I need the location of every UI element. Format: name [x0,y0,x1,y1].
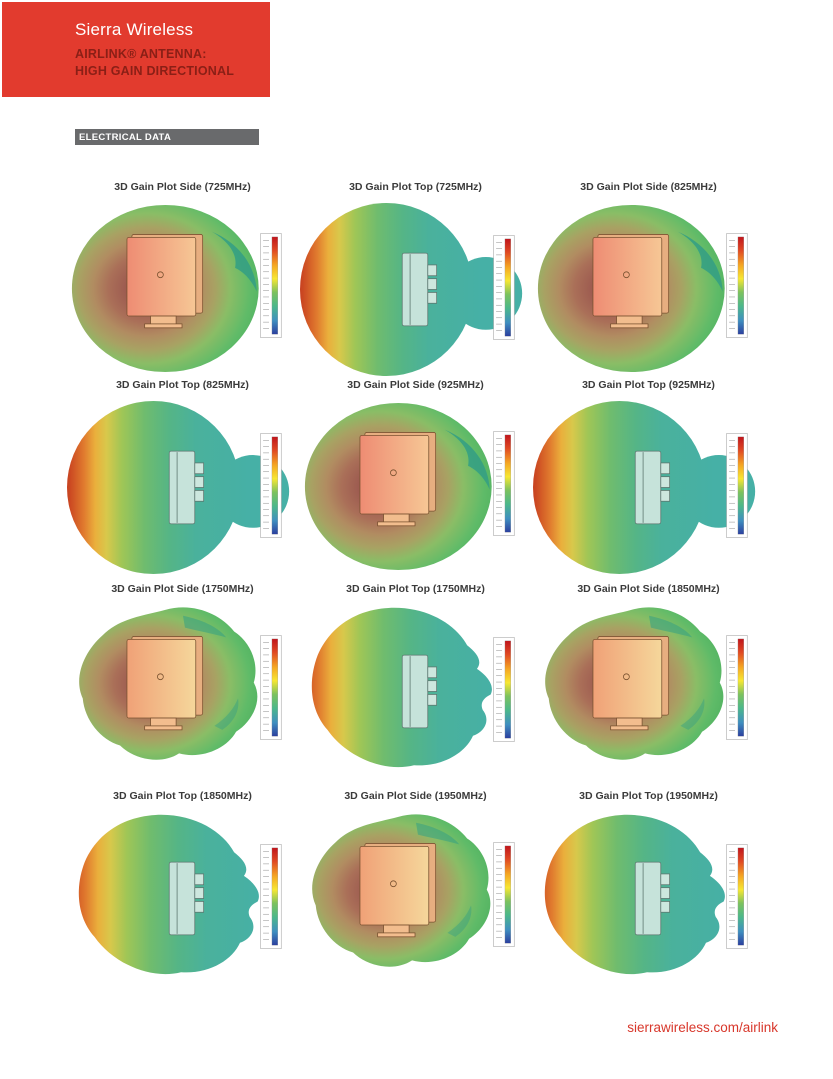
colorbar-legend [260,635,282,741]
colorbar-legend [726,433,748,538]
colorbar-legend [493,431,515,537]
colorbar-legend [726,844,748,949]
antenna-model [592,636,670,731]
radiation-pattern-plot [300,198,531,380]
plot-title: 3D Gain Plot Top (825MHz) [116,379,249,391]
antenna-model [401,654,438,729]
radiation-pattern-plot [533,198,764,380]
antenna-model [126,636,204,731]
colorbar-legend [726,635,748,741]
antenna-model [359,843,437,938]
gain-notch [680,698,705,730]
radiation-pattern-plot [67,600,298,782]
section-label: ELECTRICAL DATA [79,131,172,143]
gain-plot-svg [71,204,282,373]
radiation-pattern-plot [533,396,764,578]
gain-notch [415,822,460,845]
brand-title: Sierra Wireless [75,20,194,39]
antenna-model [168,450,205,525]
gain-plot-svg [545,607,748,760]
gain-plot-svg [78,814,282,975]
gain-plot-figure: 3D Gain Plot Side (1950MHz) [300,789,531,989]
gain-plot-figure: 3D Gain Plot Side (725MHz) [67,180,298,378]
radiation-pattern-plot [533,807,764,989]
antenna-model [359,432,437,527]
colorbar-legend [260,233,282,339]
gain-plot-figure: 3D Gain Plot Side (825MHz) [533,180,764,378]
gain-notch [214,698,239,730]
radiation-pattern-plot [67,396,298,578]
gain-plot-svg [312,814,515,967]
antenna-model [126,234,204,329]
gain-plot-figure: 3D Gain Plot Top (925MHz) [533,378,764,582]
plot-title: 3D Gain Plot Side (725MHz) [114,181,251,193]
gain-plot-grid: 3D Gain Plot Side (725MHz) [67,180,766,989]
plot-title: 3D Gain Plot Top (925MHz) [582,379,715,391]
plot-title: 3D Gain Plot Side (1950MHz) [344,790,487,802]
gain-plot-figure: 3D Gain Plot Top (1750MHz) [300,582,531,789]
gain-plot-figure: 3D Gain Plot Side (925MHz) [300,378,531,582]
plot-title: 3D Gain Plot Side (825MHz) [580,181,717,193]
colorbar-legend [493,842,515,948]
header-banner: Sierra Wireless AIRLINK® ANTENNA: HIGH G… [2,2,270,97]
plot-title: 3D Gain Plot Top (1850MHz) [113,790,252,802]
product-subtitle-line1: AIRLINK® ANTENNA: [75,47,207,61]
colorbar-legend [493,637,515,742]
antenna-model [634,861,671,936]
radiation-pattern-plot [67,807,298,989]
plot-title: 3D Gain Plot Side (1750MHz) [111,583,254,595]
gain-notch [648,615,693,638]
gain-notch [447,905,472,937]
gain-plot-svg [304,402,515,571]
gain-plot-svg [533,400,756,574]
plot-title: 3D Gain Plot Top (1750MHz) [346,583,485,595]
gain-plot-svg [79,607,282,760]
plot-title: 3D Gain Plot Top (1950MHz) [579,790,718,802]
gain-plot-figure: 3D Gain Plot Top (725MHz) [300,180,531,378]
gain-notch [182,615,227,638]
colorbar-legend [493,235,515,340]
gain-plot-svg [311,607,515,768]
colorbar-legend [260,844,282,949]
radiation-pattern-plot [300,807,531,989]
plot-title: 3D Gain Plot Side (1850MHz) [577,583,720,595]
gain-plot-svg [67,400,290,574]
plot-title: 3D Gain Plot Side (925MHz) [347,379,484,391]
footer-website-link[interactable]: sierrawireless.com/airlink [627,1020,778,1035]
antenna-model [168,861,205,936]
radiation-pattern-plot [67,198,298,380]
gain-plot-svg [300,202,523,376]
gain-plot-figure: 3D Gain Plot Side (1850MHz) [533,582,764,789]
antenna-model [401,252,438,327]
gain-plot-figure: 3D Gain Plot Top (1950MHz) [533,789,764,989]
antenna-model [634,450,671,525]
radiation-pattern-plot [300,396,531,578]
gain-plot-svg [537,204,748,373]
colorbar-legend [260,433,282,538]
section-label-bar: ELECTRICAL DATA [75,129,259,145]
gain-plot-figure: 3D Gain Plot Side (1750MHz) [67,582,298,789]
colorbar-legend [726,233,748,339]
gain-plot-figure: 3D Gain Plot Top (825MHz) [67,378,298,582]
gain-plot-svg [544,814,748,975]
radiation-pattern-plot [533,600,764,782]
product-subtitle-line2: HIGH GAIN DIRECTIONAL [75,64,235,78]
plot-title: 3D Gain Plot Top (725MHz) [349,181,482,193]
gain-plot-figure: 3D Gain Plot Top (1850MHz) [67,789,298,989]
radiation-pattern-plot [300,600,531,782]
antenna-model [592,234,670,329]
